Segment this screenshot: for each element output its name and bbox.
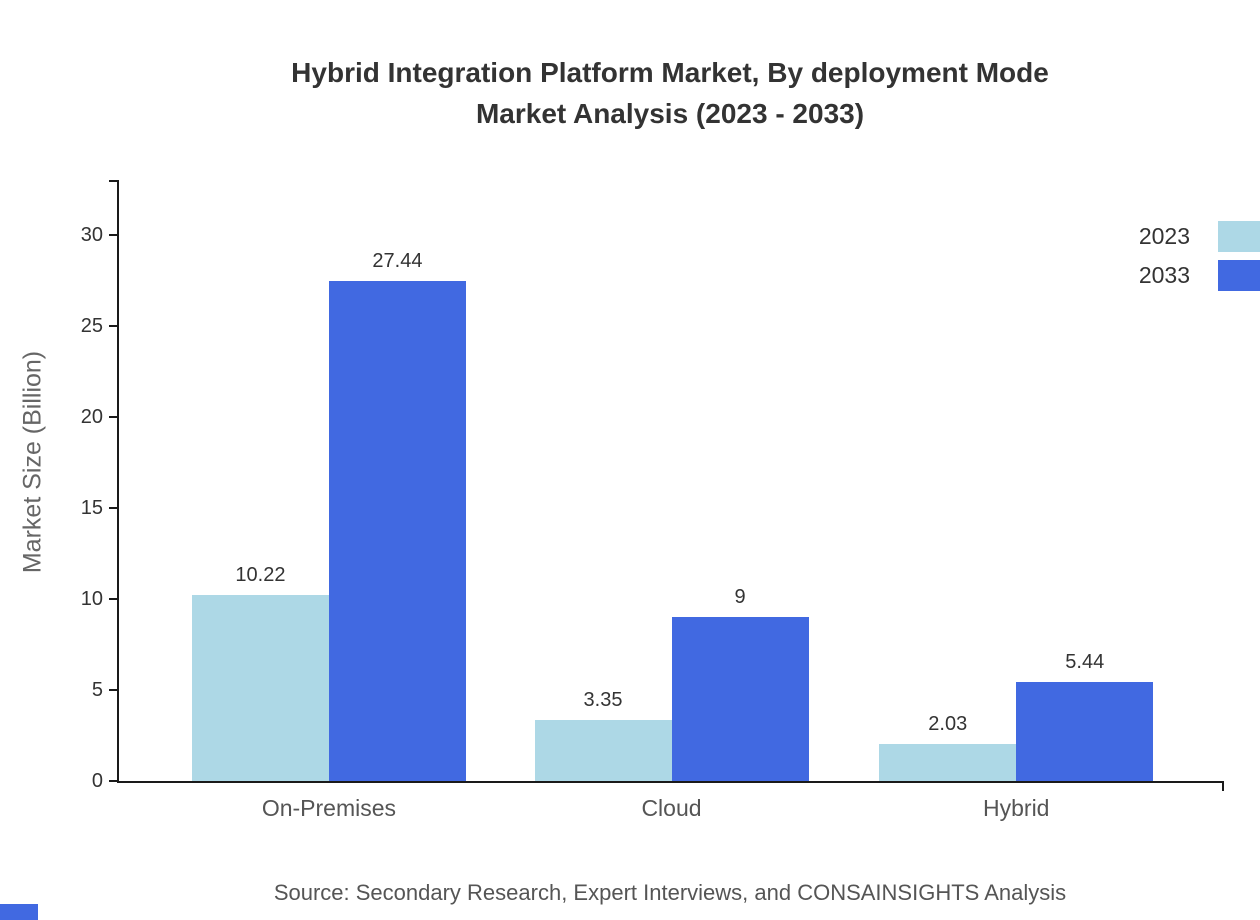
legend-row-2033: 2033 (1139, 260, 1260, 291)
y-tick-label: 30 (80, 223, 103, 246)
y-tick-label: 10 (80, 587, 103, 610)
value-label-2033-cloud: 9 (734, 586, 746, 609)
bar-2023-hybrid (879, 744, 1017, 781)
y-tick-label: 25 (80, 314, 103, 337)
legend-label-2023: 2023 (1138, 223, 1190, 249)
y-tick-mark (109, 506, 117, 509)
y-tick-mark (109, 233, 117, 236)
legend-swatch-2023 (1218, 221, 1260, 252)
legend-label-2033: 2033 (1138, 262, 1190, 288)
y-tick-label: 20 (80, 405, 103, 428)
chart-title: Hybrid Integration Platform Market, By d… (80, 52, 1260, 134)
x-category-label-hybrid: Hybrid (983, 795, 1050, 821)
value-label-2023-cloud: 3.35 (583, 689, 623, 711)
value-label-2033-on-premises: 27.44 (372, 250, 423, 273)
bar-2033-on-premises (328, 281, 466, 781)
bar-2023-on-premises (191, 594, 329, 781)
x-axis-end-tick (1222, 783, 1224, 791)
bar-2023-cloud (534, 720, 672, 781)
y-tick-label: 0 (91, 770, 103, 792)
legend-row-2023: 2023 (1139, 221, 1260, 252)
plot-area: 0 5 10 15 20 25 30 10.22 27.44 On-Premises 3.35 9 Cl… (81, 180, 1224, 821)
bar-2033-cloud (671, 617, 809, 781)
chart-title-line1: Hybrid Integration Platform Market, By d… (291, 57, 1049, 88)
x-category-label-on-premises: On-Premises (261, 795, 397, 821)
y-axis-title-text: Market Size (Billion) (18, 350, 47, 574)
y-tick-mark (109, 597, 117, 600)
y-tick-label: 15 (80, 496, 103, 519)
chart-title-line2: Market Analysis (2023 - 2033) (475, 98, 865, 129)
value-label-2033-hybrid: 5.44 (1065, 650, 1105, 673)
x-category-label-cloud: Cloud (641, 795, 702, 821)
y-tick-mark (109, 688, 117, 691)
y-tick-mark (109, 415, 117, 418)
y-tick-mark (109, 780, 117, 782)
y-tick-label: 5 (91, 678, 103, 701)
legend: 2023 2033 (1139, 221, 1260, 299)
y-tick-mark (109, 324, 117, 327)
source-note: Source: Secondary Research, Expert Inter… (273, 880, 1067, 905)
y-axis-end-tick (109, 180, 117, 182)
value-label-2023-hybrid: 2.03 (928, 713, 968, 736)
legend-swatch-2033 (1218, 260, 1260, 291)
value-label-2023-on-premises: 10.22 (235, 563, 286, 586)
bar-2033-hybrid (1016, 681, 1154, 781)
watermark-square (0, 904, 38, 920)
